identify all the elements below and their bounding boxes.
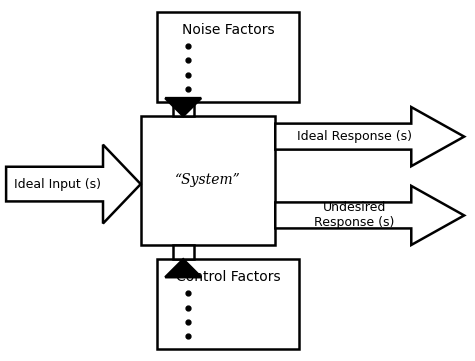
Polygon shape [6,145,141,223]
Text: Control Factors: Control Factors [176,270,280,284]
Text: “System”: “System” [175,174,241,187]
Bar [173,102,194,116]
Bar [141,116,276,245]
Polygon shape [165,98,201,116]
Text: Ideal Input (s): Ideal Input (s) [14,178,101,191]
Text: Undesired
Response (s): Undesired Response (s) [314,201,395,230]
Text: Noise Factors: Noise Factors [182,23,275,37]
Text: Ideal Response (s): Ideal Response (s) [297,130,412,143]
Polygon shape [276,186,464,245]
Bar [157,12,299,102]
Bar [173,245,194,259]
Bar [157,259,299,349]
Polygon shape [276,107,464,166]
Polygon shape [165,259,201,277]
